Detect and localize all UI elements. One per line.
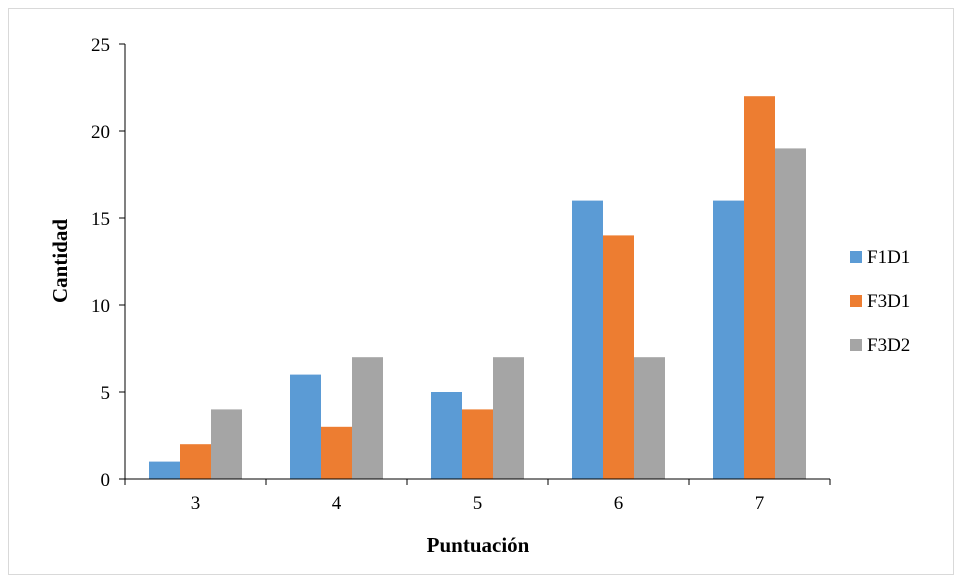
y-tick-label-0: 0 xyxy=(101,470,111,491)
bar-f1d1-5 xyxy=(431,392,462,479)
bar-f3d2-3 xyxy=(211,409,242,479)
y-tick-label-20: 20 xyxy=(91,122,110,143)
x-tick-label-4: 4 xyxy=(332,493,342,514)
bar-f3d1-4 xyxy=(321,426,352,479)
bar-f1d1-6 xyxy=(572,200,603,479)
x-tick-label-6: 6 xyxy=(614,493,624,514)
legend-label-f1d1: F1D1 xyxy=(867,247,910,268)
legend-swatch-f3d2 xyxy=(850,339,862,351)
bar-f3d1-6 xyxy=(603,235,634,479)
bar-f3d1-5 xyxy=(462,409,493,479)
tick-labels-group: 0 5 10 15 20 25 3 4 5 6 7 xyxy=(91,35,764,514)
bar-f1d1-7 xyxy=(713,200,744,479)
bar-f1d1-3 xyxy=(149,461,180,479)
legend: F1D1 F3D1 F3D2 xyxy=(850,247,910,356)
legend-label-f3d1: F3D1 xyxy=(867,291,910,312)
bar-f3d2-6 xyxy=(634,357,665,479)
x-tick-label-7: 7 xyxy=(755,493,765,514)
bar-f3d1-3 xyxy=(180,444,211,479)
bar-f1d1-4 xyxy=(290,374,321,479)
legend-label-f3d2: F3D2 xyxy=(867,335,910,356)
y-tick-label-15: 15 xyxy=(91,209,110,230)
legend-swatch-f1d1 xyxy=(850,251,862,263)
bars-group xyxy=(149,96,806,479)
axes-group xyxy=(119,43,831,485)
legend-swatch-f3d1 xyxy=(850,295,862,307)
y-tick-label-5: 5 xyxy=(101,383,111,404)
x-tick-label-5: 5 xyxy=(473,493,483,514)
bar-f3d2-5 xyxy=(493,357,524,479)
bar-f3d1-7 xyxy=(744,96,775,479)
y-axis-title: Cantidad xyxy=(48,219,72,303)
bar-f3d2-4 xyxy=(352,357,383,479)
y-tick-label-25: 25 xyxy=(91,35,110,56)
bar-f3d2-7 xyxy=(775,148,806,479)
x-tick-label-3: 3 xyxy=(191,493,201,514)
x-axis-title: Puntuación xyxy=(427,533,530,557)
y-tick-label-10: 10 xyxy=(91,296,110,317)
